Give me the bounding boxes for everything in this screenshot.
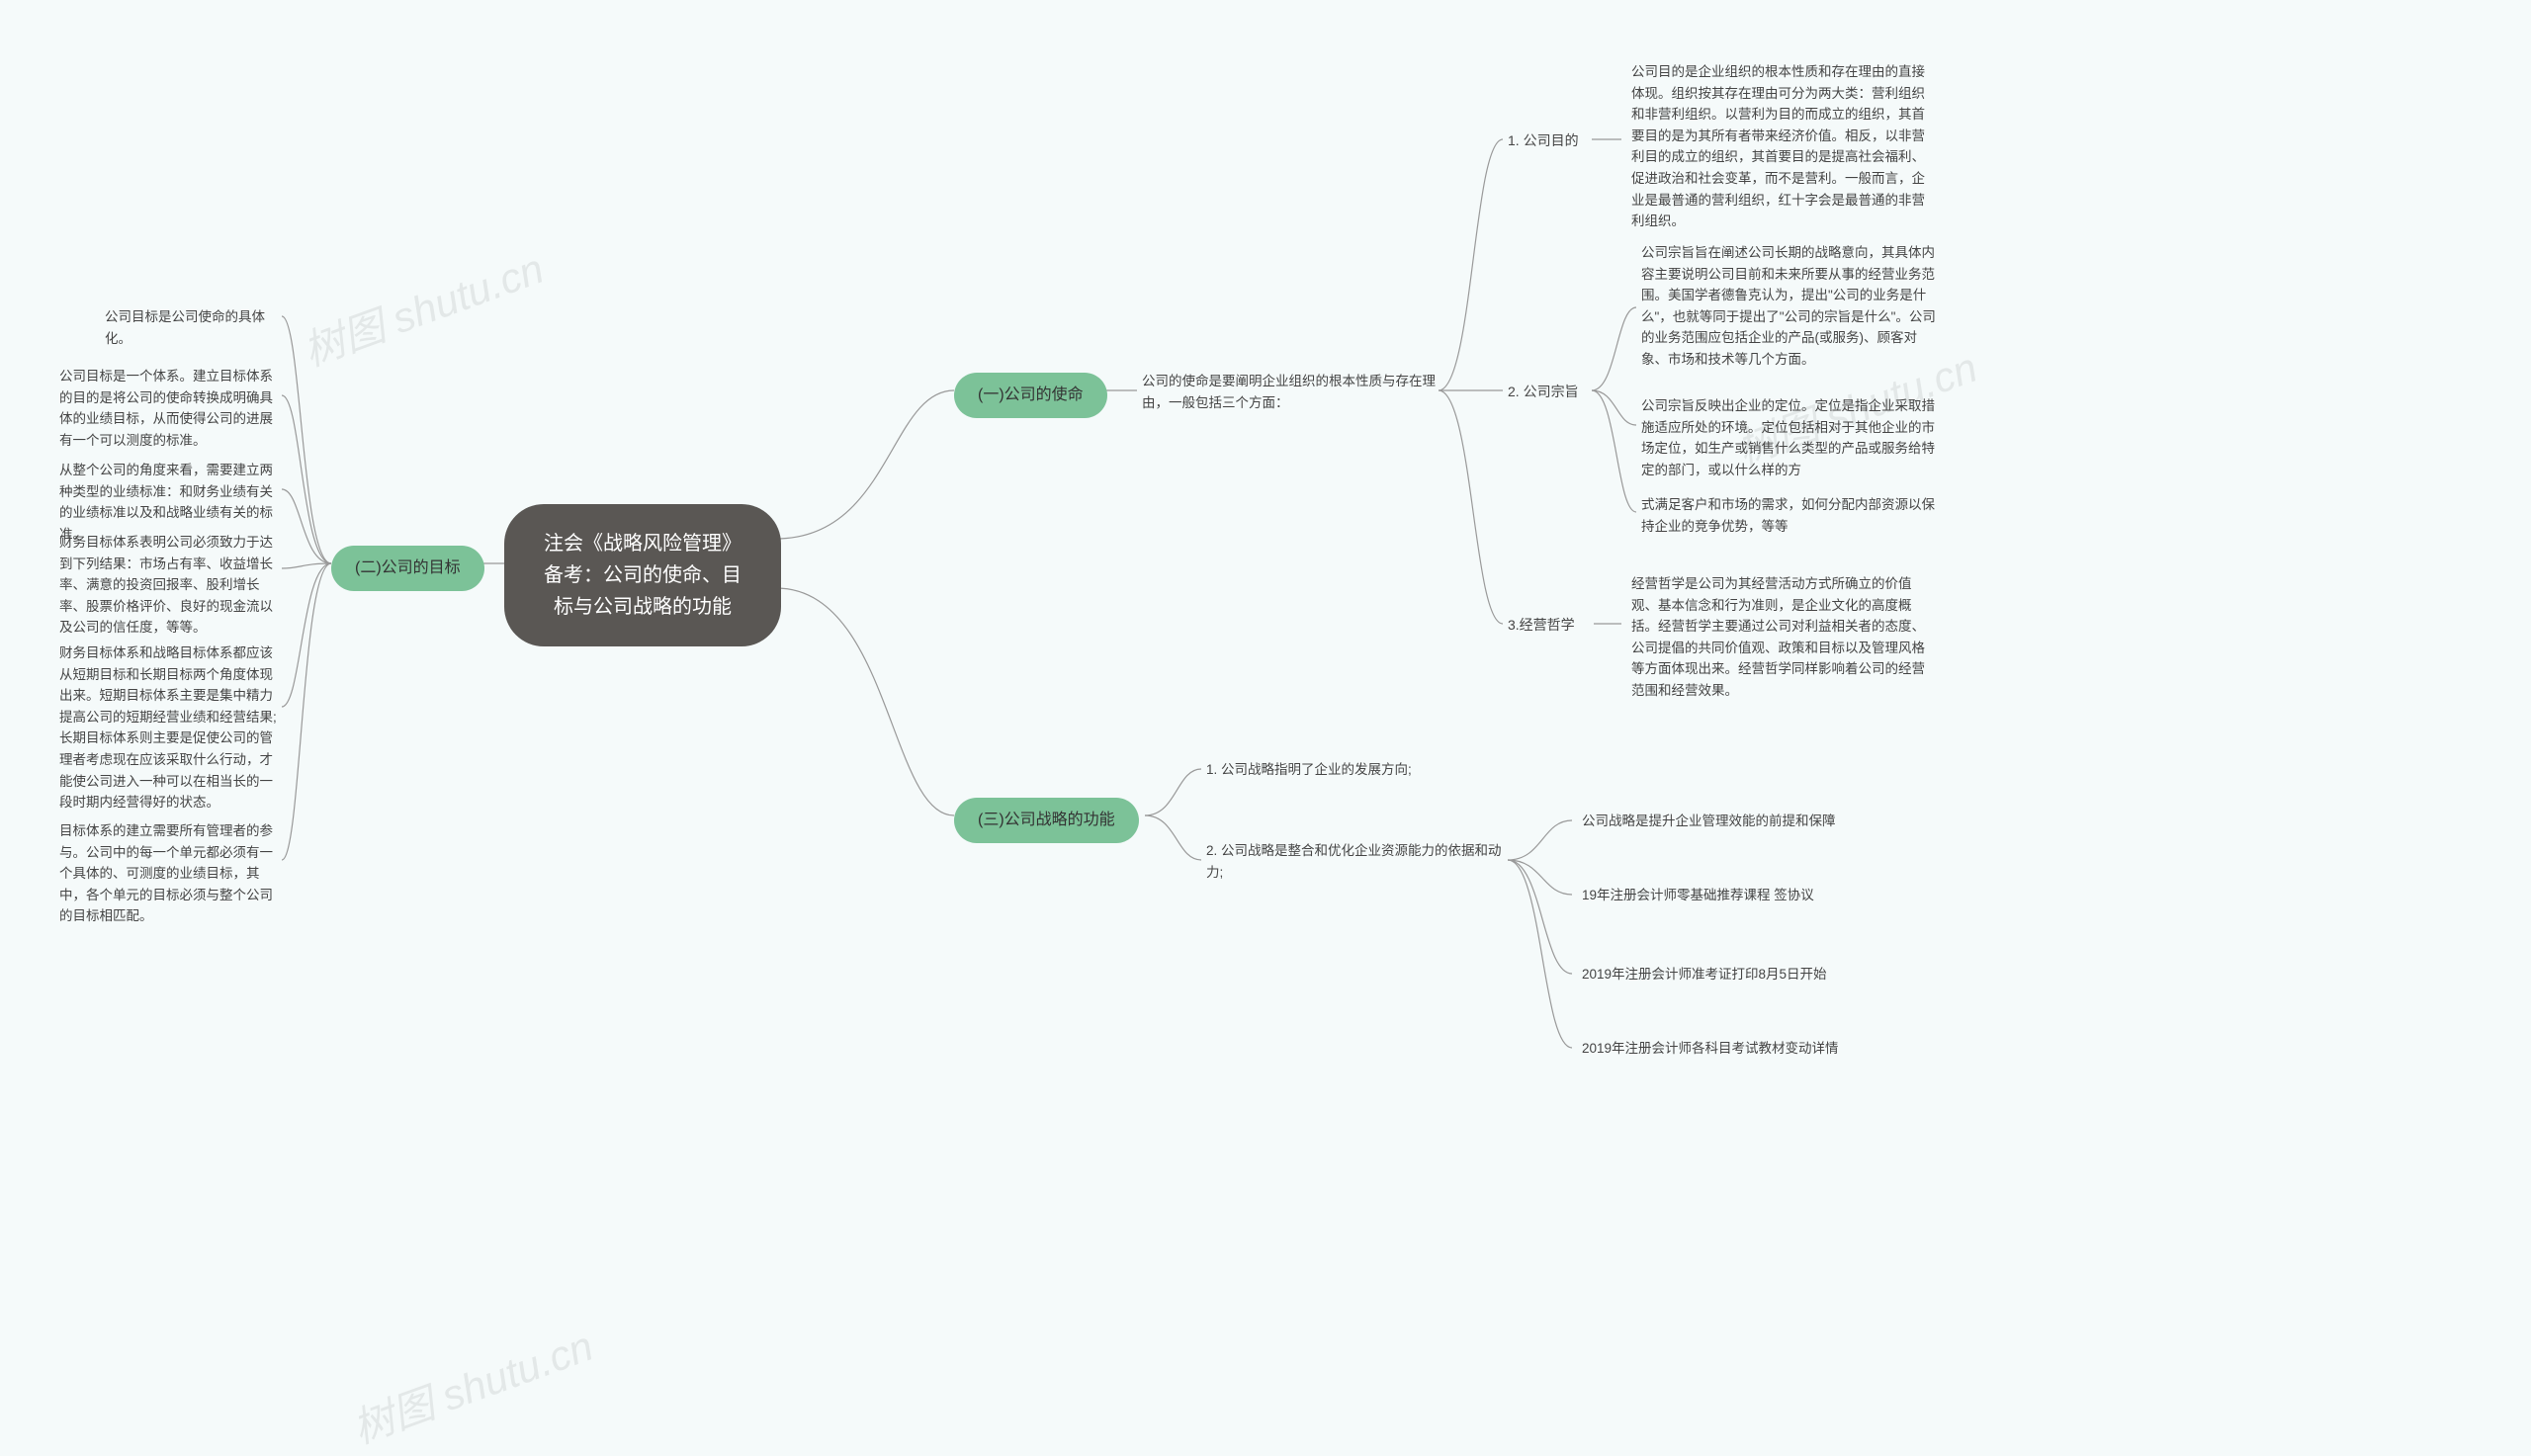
branch1-sub2-text-b: 公司宗旨反映出企业的定位。定位是指企业采取措施适应所处的环境。定位包括相对于其他… [1641, 395, 1938, 480]
root-node[interactable]: 注会《战略风险管理》备考：公司的使命、目标与公司战略的功能 [504, 504, 781, 646]
branch3-subleaf-4: 2019年注册会计师各科目考试教材变动详情 [1582, 1038, 1878, 1060]
root-label: 注会《战略风险管理》备考：公司的使命、目标与公司战略的功能 [544, 533, 742, 618]
branch1-sub3-text: 经营哲学是公司为其经营活动方式所确立的价值观、基本信念和行为准则，是企业文化的高… [1631, 573, 1928, 702]
branch3-leaf-b: 2. 公司战略是整合和优化企业资源能力的依据和动力; [1206, 840, 1503, 883]
branch-1-label: (一)公司的使命 [978, 386, 1084, 403]
branch-3-label: (三)公司战略的功能 [978, 812, 1115, 828]
branch-3[interactable]: (三)公司战略的功能 [954, 798, 1139, 843]
branch-2[interactable]: (二)公司的目标 [331, 546, 484, 591]
branch1-sub2-label: 2. 公司宗旨 [1508, 381, 1579, 402]
branch1-sub3-label: 3.经营哲学 [1508, 614, 1575, 636]
connector-lines [0, 0, 2531, 1422]
branch2-leaf-b: 公司目标是一个体系。建立目标体系的目的是将公司的使命转换成明确具体的业绩目标，从… [59, 366, 282, 451]
branch1-sub2-text-c: 式满足客户和市场的需求，如何分配内部资源以保持企业的竞争优势，等等 [1641, 494, 1938, 537]
branch-1[interactable]: (一)公司的使命 [954, 373, 1107, 418]
branch2-leaf-f: 目标体系的建立需要所有管理者的参与。公司中的每一个单元都必须有一个具体的、可测度… [59, 820, 282, 927]
branch1-desc: 公司的使命是要阐明企业组织的根本性质与存在理由，一般包括三个方面： [1142, 371, 1439, 413]
branch2-leaf-d: 财务目标体系表明公司必须致力于达到下列结果：市场占有率、收益增长率、满意的投资回… [59, 532, 282, 639]
branch1-sub1-text: 公司目的是企业组织的根本性质和存在理由的直接体现。组织按其存在理由可分为两大类：… [1631, 61, 1928, 232]
branch2-leaf-e: 财务目标体系和战略目标体系都应该从短期目标和长期目标两个角度体现出来。短期目标体… [59, 642, 282, 814]
branch3-subleaf-3: 2019年注册会计师准考证打印8月5日开始 [1582, 964, 1878, 985]
branch1-sub2-text-a: 公司宗旨旨在阐述公司长期的战略意向，其具体内容主要说明公司目前和未来所要从事的经… [1641, 242, 1938, 371]
branch3-subleaf-1: 公司战略是提升企业管理效能的前提和保障 [1582, 811, 1878, 832]
watermark-1: 树图 shutu.cn [294, 235, 551, 378]
branch-2-label: (二)公司的目标 [355, 559, 461, 576]
branch3-leaf-a: 1. 公司战略指明了企业的发展方向; [1206, 759, 1503, 781]
branch1-sub1-label: 1. 公司目的 [1508, 129, 1579, 151]
watermark-3: 树图 shutu.cn [343, 1313, 600, 1455]
branch3-subleaf-2: 19年注册会计师零基础推荐课程 签协议 [1582, 885, 1878, 906]
branch2-leaf-a: 公司目标是公司使命的具体化。 [105, 306, 283, 349]
